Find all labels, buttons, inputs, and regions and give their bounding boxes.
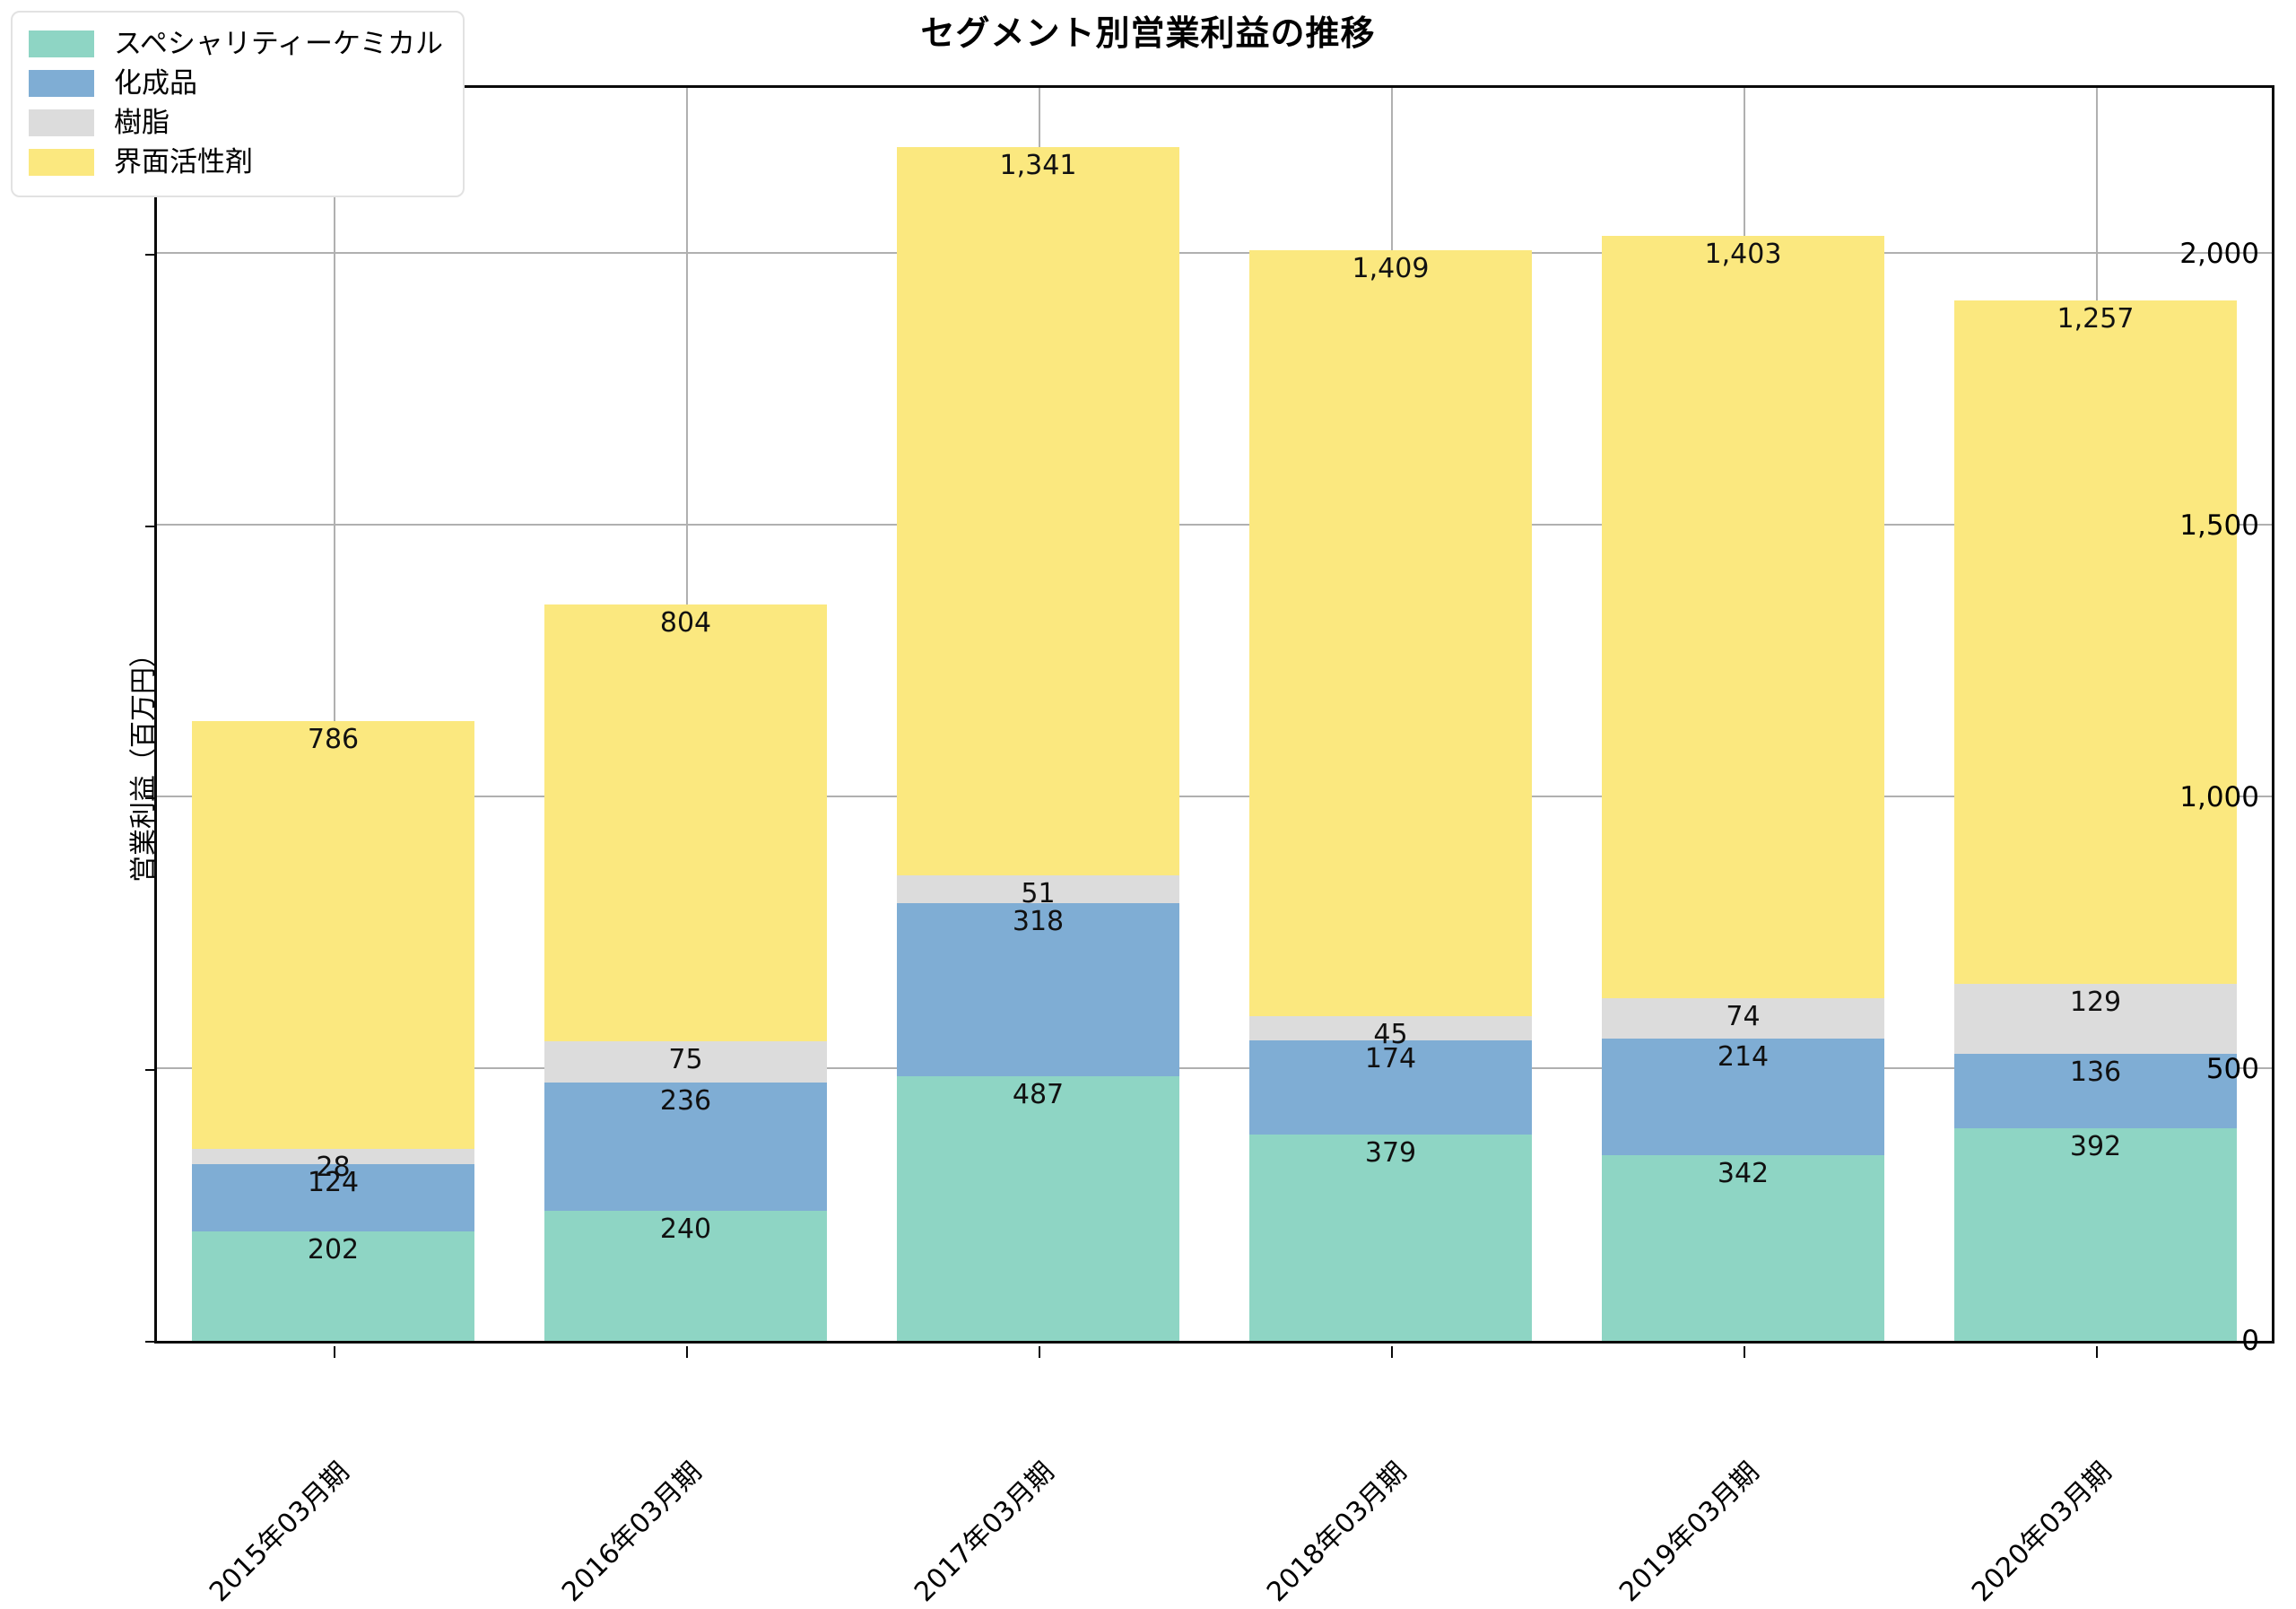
bar-segment[interactable] xyxy=(897,903,1179,1076)
y-tick-mark xyxy=(145,254,157,257)
legend-item-label: 化成品 xyxy=(114,66,197,100)
bar-segment[interactable] xyxy=(544,1041,827,1083)
x-tick-mark xyxy=(333,1346,335,1358)
bar-segment[interactable] xyxy=(1249,250,1532,1016)
legend-item-label: スペシャリティーケミカル xyxy=(114,27,444,60)
gridline-horizontal xyxy=(157,524,2272,526)
legend-item[interactable]: 樹脂 xyxy=(29,103,443,143)
bar-segment[interactable] xyxy=(192,721,474,1149)
x-tick-mark xyxy=(1743,1346,1745,1358)
bar-segment[interactable] xyxy=(192,1231,474,1341)
y-tick-label: 1,000 xyxy=(2179,781,2259,814)
bar-group[interactable]: 342 214 74 1,403 xyxy=(1602,88,1884,1341)
bar-segment[interactable] xyxy=(544,604,827,1042)
x-tick-label: 2017年03月期 xyxy=(908,1456,1060,1609)
x-tick-label: 2015年03月期 xyxy=(203,1456,355,1609)
bar-segment[interactable] xyxy=(897,147,1179,876)
bar-group[interactable]: 392 136 129 1,257 xyxy=(1954,88,2237,1341)
bar-group[interactable]: 379 174 45 1,409 xyxy=(1249,88,1532,1341)
x-tick-label: 2016年03月期 xyxy=(555,1456,708,1609)
bar-segment[interactable] xyxy=(1602,236,1884,999)
y-tick-mark xyxy=(145,526,157,528)
bar-segment[interactable] xyxy=(1954,300,2237,984)
x-tick-mark xyxy=(1390,1346,1393,1358)
bar-segment[interactable] xyxy=(897,1075,1179,1341)
x-tick-label: 2020年03月期 xyxy=(1965,1456,2118,1609)
bar-segment[interactable] xyxy=(192,1148,474,1164)
bar-group[interactable]: 487 318 51 1,341 xyxy=(897,88,1179,1341)
legend-swatch-icon xyxy=(29,149,94,176)
plot-area: 202 124 28 786 240 236 75 804 487 318 51 1,341 379 17… xyxy=(145,85,2274,1608)
legend-item[interactable]: スペシャリティーケミカル xyxy=(29,24,443,64)
bar-segment[interactable] xyxy=(1249,1040,1532,1135)
gridline-horizontal xyxy=(157,1067,2272,1070)
y-tick-mark xyxy=(145,1341,157,1343)
gridline-horizontal xyxy=(157,796,2272,798)
bar-segment[interactable] xyxy=(1602,998,1884,1039)
legend-item[interactable]: 界面活性剤 xyxy=(29,143,443,182)
bar-segment[interactable] xyxy=(544,1210,827,1341)
bar-segment[interactable] xyxy=(544,1082,827,1211)
bar-segment[interactable] xyxy=(192,1163,474,1231)
legend-swatch-icon xyxy=(29,30,94,57)
gridline-vertical xyxy=(333,88,335,1341)
bar-group[interactable]: 202 124 28 786 xyxy=(192,88,474,1341)
bar-group[interactable]: 240 236 75 804 xyxy=(544,88,827,1341)
legend-swatch-icon xyxy=(29,70,94,97)
legend-item[interactable]: 化成品 xyxy=(29,64,443,103)
y-tick-label: 1,500 xyxy=(2179,509,2259,543)
bar-segment[interactable] xyxy=(1954,1127,2237,1341)
gridline-horizontal xyxy=(157,252,2272,255)
x-tick-label: 2019年03月期 xyxy=(1613,1456,1765,1609)
y-tick-label: 0 xyxy=(2241,1325,2259,1357)
legend-swatch-icon xyxy=(29,109,94,136)
legend: スペシャリティーケミカル 化成品樹脂界面活性剤 xyxy=(11,11,465,197)
plot-canvas: 202 124 28 786 240 236 75 804 487 318 51 1,341 379 17… xyxy=(157,88,2272,1341)
bar-segment[interactable] xyxy=(1249,1015,1532,1040)
bar-segment[interactable] xyxy=(1602,1154,1884,1341)
x-tick-mark xyxy=(2095,1346,2098,1358)
x-tick-label: 2018年03月期 xyxy=(1260,1456,1413,1609)
legend-item-label: 界面活性剤 xyxy=(114,145,253,178)
x-tick-mark xyxy=(685,1346,688,1358)
bar-segment[interactable] xyxy=(1954,1054,2237,1128)
bar-segment[interactable] xyxy=(897,875,1179,904)
x-tick-mark xyxy=(1038,1346,1040,1358)
y-tick-mark xyxy=(145,1069,157,1072)
legend-item-label: 樹脂 xyxy=(114,106,170,139)
bar-segment[interactable] xyxy=(1249,1135,1532,1341)
page-title: セグメント別営業利益の推移 xyxy=(920,13,1376,53)
bar-segment[interactable] xyxy=(1602,1039,1884,1155)
y-tick-label: 500 xyxy=(2205,1053,2259,1086)
y-tick-mark xyxy=(145,797,157,800)
bar-segment[interactable] xyxy=(1954,984,2237,1055)
y-tick-label: 2,000 xyxy=(2179,238,2259,271)
